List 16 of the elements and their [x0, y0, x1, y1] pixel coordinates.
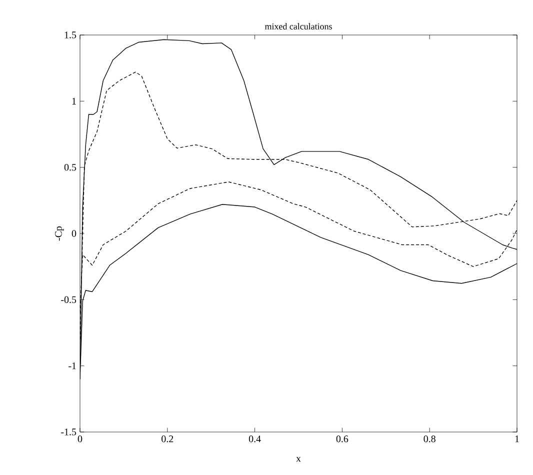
y-tick-label: -0.5	[61, 296, 76, 304]
y-tick-label: 1.5	[64, 32, 76, 38]
chart-title: mixed calculations	[264, 23, 332, 30]
y-axis-title: -Cp	[55, 226, 64, 241]
y-tick-label: 0.5	[64, 164, 76, 171]
x-tick-label: 0.4	[248, 436, 261, 442]
y-tick-label: -1	[68, 362, 76, 370]
x-tick-label: 0.2	[162, 436, 174, 442]
x-tick-label: 0.6	[336, 436, 348, 442]
x-tick-label: 0.8	[424, 436, 436, 442]
x-tick-label: 0	[78, 436, 82, 442]
x-tick-label: 1	[515, 436, 519, 442]
y-tick-label: -1.5	[61, 428, 76, 436]
y-tick-label: 0	[72, 230, 76, 237]
y-tick-label: 1	[72, 98, 76, 104]
x-axis-title: x	[296, 457, 301, 462]
